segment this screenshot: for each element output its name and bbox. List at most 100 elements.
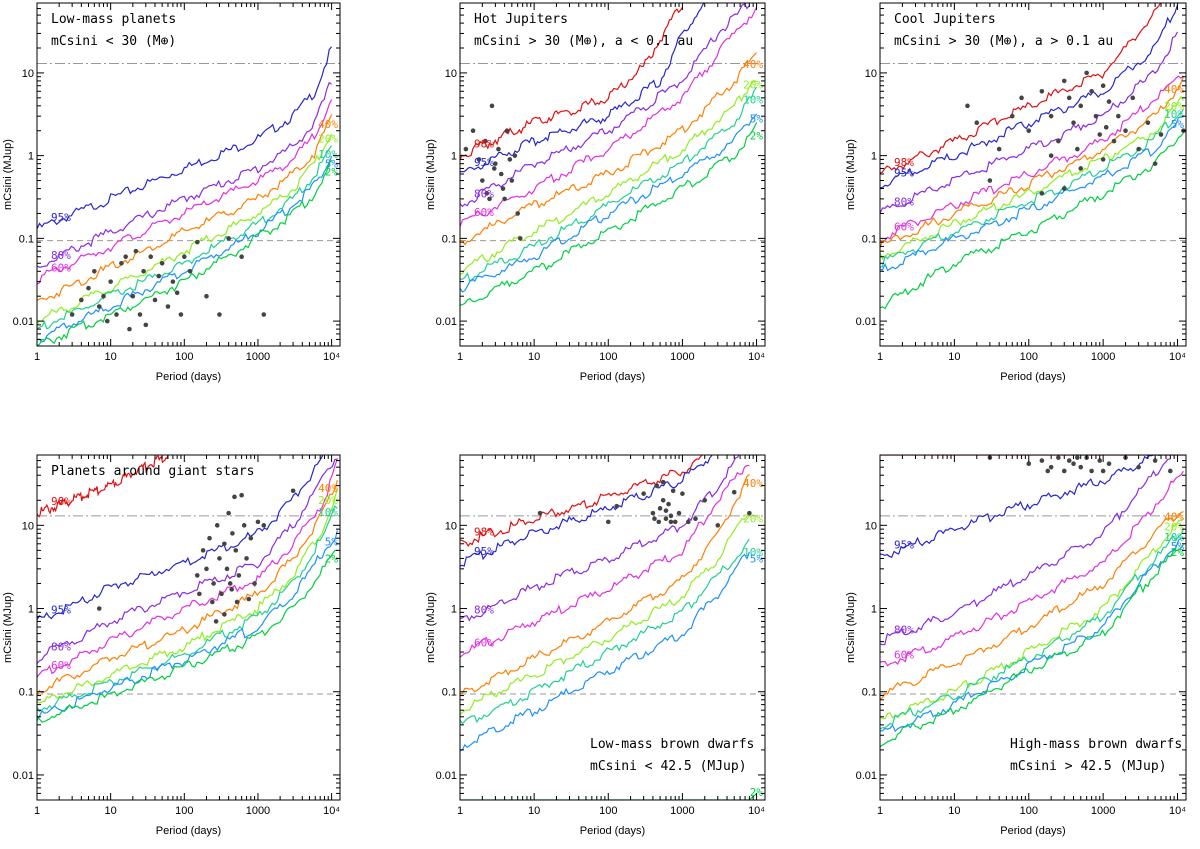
data-point <box>512 153 518 158</box>
y-tick-label: 0.01 <box>856 770 877 782</box>
data-point <box>1066 458 1072 463</box>
data-point <box>498 171 504 177</box>
data-point <box>236 573 242 578</box>
data-point <box>1152 161 1158 166</box>
data-point <box>1100 83 1106 89</box>
data-point <box>133 248 139 254</box>
data-point <box>487 196 492 202</box>
series-line-10pct <box>460 538 750 725</box>
data-point <box>229 587 234 592</box>
data-point <box>1100 468 1106 474</box>
data-point <box>974 120 980 126</box>
panel-title: Planets around giant stars <box>51 464 255 479</box>
data-point <box>194 239 200 245</box>
series-line-95pct <box>37 46 333 230</box>
data-point <box>1106 461 1112 467</box>
data-point <box>1048 464 1054 470</box>
data-point <box>1026 461 1032 467</box>
series-line-95pct <box>460 3 705 173</box>
series-line-80pct <box>37 81 332 268</box>
data-point <box>214 523 220 528</box>
data-point <box>1093 113 1099 119</box>
y-axis-label: mCsini (MJup) <box>845 139 857 210</box>
data-point <box>517 236 523 241</box>
pct-label-95pct: 95% <box>51 603 71 616</box>
data-point <box>187 268 193 274</box>
series-line-20pct <box>37 133 333 326</box>
y-axis-label: mCsini (MJup) <box>2 139 14 210</box>
data-point <box>143 322 149 328</box>
y-axis-label: mCsini (MJup) <box>845 592 857 663</box>
series-line-20pct <box>880 517 1184 720</box>
data-point <box>1130 95 1136 101</box>
y-tick-label: 1 <box>451 151 457 163</box>
data-point <box>1078 103 1084 109</box>
plot-frame <box>36 454 341 801</box>
x-tick-label: 10⁴ <box>748 805 765 817</box>
plot-frame <box>36 2 341 347</box>
series-line-80pct <box>880 458 1171 646</box>
pct-label-95pct: 95% <box>894 539 914 552</box>
series-line-95pct <box>37 455 324 620</box>
series-line-40pct <box>880 511 1184 700</box>
data-point <box>152 297 158 303</box>
data-point <box>668 519 674 525</box>
series-line-5pct <box>460 113 758 293</box>
data-point <box>1075 455 1080 460</box>
data-point <box>1019 95 1024 101</box>
data-point <box>119 260 124 266</box>
data-point <box>1145 120 1151 126</box>
data-point <box>463 146 469 152</box>
series-group <box>37 46 333 346</box>
data-point <box>227 581 233 586</box>
series-line-10pct <box>37 505 338 713</box>
series-line-20pct <box>37 488 338 704</box>
data-point <box>1123 128 1128 134</box>
data-point <box>170 279 176 284</box>
y-tick-label: 0.01 <box>436 316 457 328</box>
pct-label-95pct: 95% <box>894 166 914 179</box>
series-line-5pct <box>880 537 1184 733</box>
series-group <box>880 455 1186 748</box>
data-point <box>226 510 231 516</box>
data-point <box>174 290 180 296</box>
data-point <box>246 596 252 602</box>
x-tick-label: 1 <box>877 351 883 363</box>
pct-label-98pct: 98% <box>51 495 71 508</box>
y-tick-label: 10 <box>445 520 457 532</box>
series-line-80pct <box>37 458 338 664</box>
data-point <box>222 612 227 617</box>
series-line-60pct <box>880 470 1184 667</box>
data-point <box>1039 88 1045 94</box>
y-tick-label: 10 <box>865 68 877 80</box>
series-line-40pct <box>880 76 1184 249</box>
series-line-40pct <box>460 52 758 246</box>
pct-label-80pct: 80% <box>894 624 914 637</box>
series-line-80pct <box>880 31 1179 214</box>
series-line-5pct <box>37 530 338 722</box>
pct-label-60pct: 60% <box>51 659 71 672</box>
series-line-5pct <box>460 551 750 752</box>
data-point <box>1045 468 1051 474</box>
panel-subtitle: mCsini < 30 (M⊕) <box>51 34 176 49</box>
x-tick-label: 100 <box>1020 351 1038 363</box>
pct-label-80pct: 80% <box>894 195 914 208</box>
data-point <box>652 516 657 522</box>
y-tick-label: 0.01 <box>436 770 457 782</box>
data-point <box>104 318 110 324</box>
y-tick-label: 1 <box>28 604 34 616</box>
pct-label-20pct: 20% <box>743 513 763 526</box>
series-line-2pct <box>37 549 338 723</box>
data-point <box>731 489 737 495</box>
data-point <box>239 254 244 260</box>
data-point <box>1084 70 1089 76</box>
x-tick-label: 10 <box>105 351 117 363</box>
data-point <box>656 519 662 525</box>
data-point <box>101 293 106 299</box>
panel-title: Cool Jupiters <box>894 12 996 27</box>
pct-label-40pct: 40% <box>743 58 763 71</box>
data-point <box>1103 125 1109 130</box>
panel-title: Hot Jupiters <box>474 12 568 27</box>
series-line-20pct <box>880 95 1184 260</box>
